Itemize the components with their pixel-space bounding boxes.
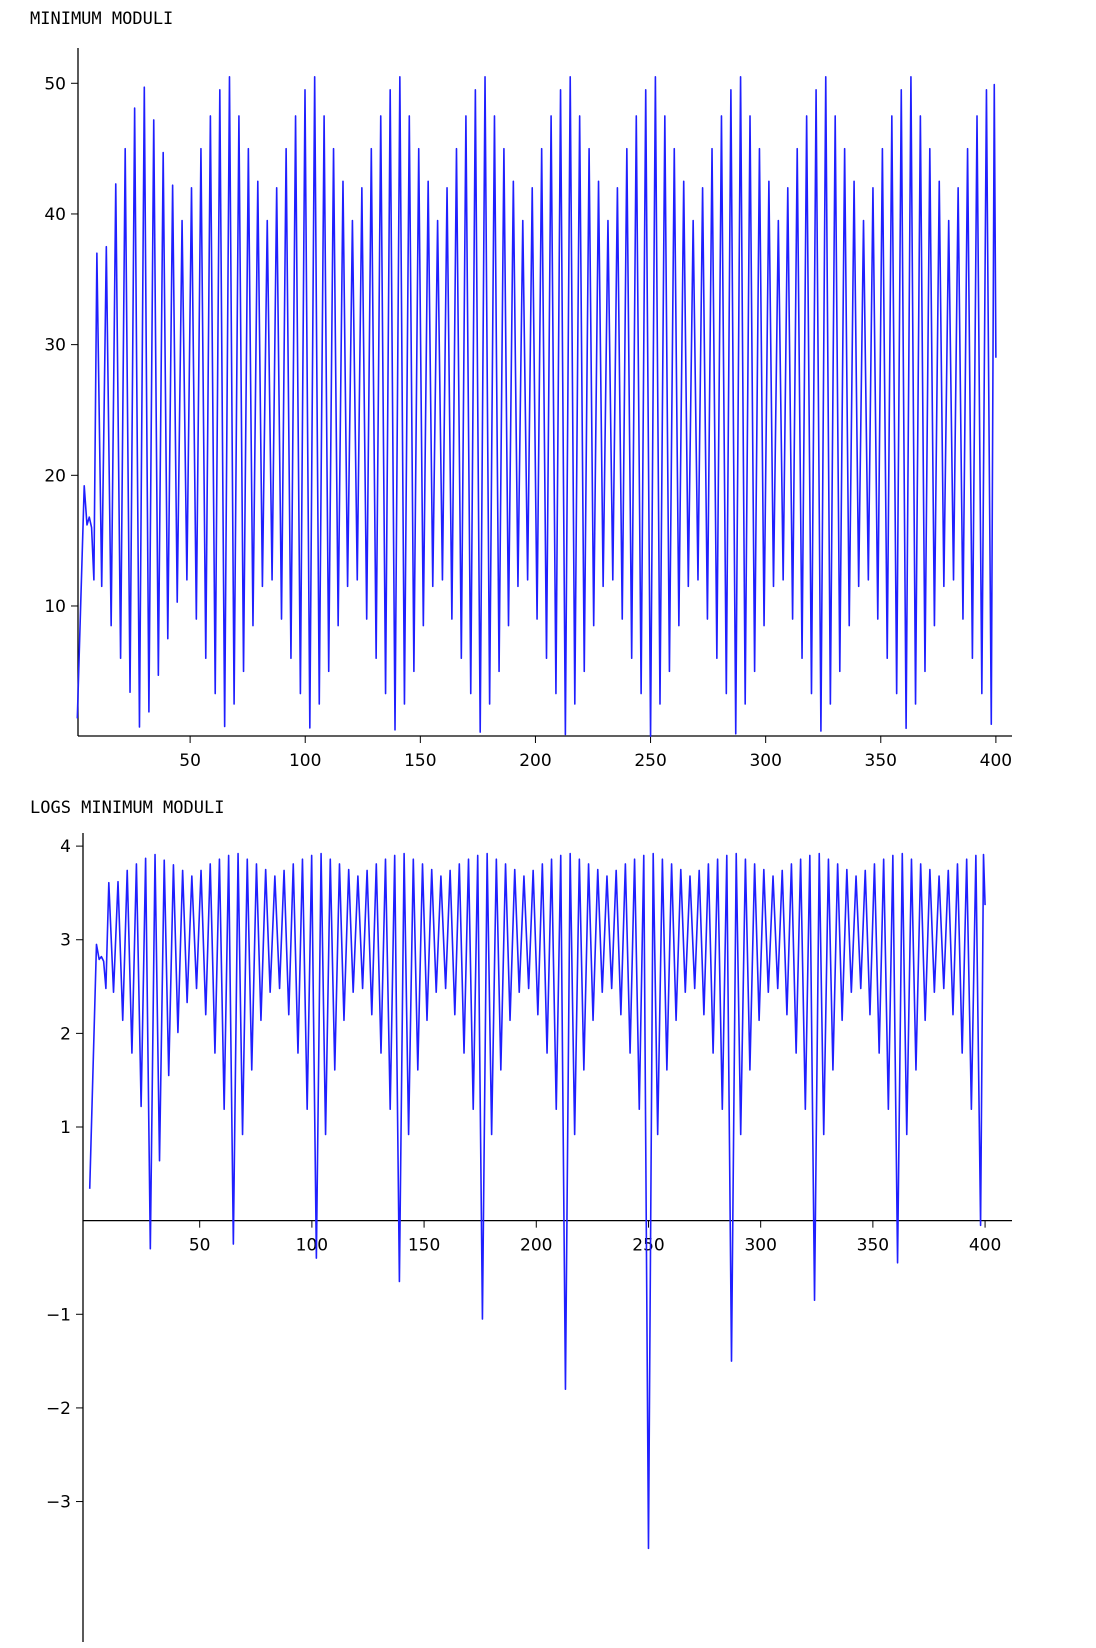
data-line: [76, 75, 997, 738]
x-tick-label: 50: [189, 1236, 211, 1256]
x-tick-label: 250: [632, 1236, 664, 1256]
chart-title: LOGS MINIMUM MODULI: [30, 798, 224, 818]
x-tick-label: 300: [744, 1236, 776, 1256]
y-tick-label: 4: [60, 837, 71, 857]
x-tick-label: 200: [520, 1236, 552, 1256]
data-line: [88, 852, 986, 1550]
x-tick-label: 150: [408, 1236, 440, 1256]
y-tick-label: 20: [44, 466, 66, 486]
x-tick-label: 400: [969, 1236, 1001, 1256]
x-tick-label: 100: [289, 751, 321, 771]
y-tick-label: 30: [44, 336, 66, 356]
x-tick-label: 350: [857, 1236, 889, 1256]
y-tick-label: 10: [44, 597, 66, 617]
x-tick-label: 200: [519, 751, 551, 771]
x-tick-label: 150: [404, 751, 436, 771]
x-tick-label: 350: [865, 751, 897, 771]
x-tick-label: 300: [749, 751, 781, 771]
x-tick-label: 50: [179, 751, 201, 771]
x-tick-label: 250: [634, 751, 666, 771]
y-tick-label: 2: [60, 1024, 71, 1044]
x-tick-label: 400: [980, 751, 1012, 771]
y-tick-label: 1: [60, 1118, 71, 1138]
chart-title: MINIMUM MODULI: [30, 9, 173, 29]
y-tick-label: −2: [46, 1399, 71, 1419]
y-tick-label: −3: [46, 1493, 71, 1513]
y-tick-label: −1: [46, 1305, 71, 1325]
y-tick-label: 50: [44, 74, 66, 94]
y-tick-label: 40: [44, 205, 66, 225]
y-tick-label: 3: [60, 931, 71, 951]
x-tick-label: 100: [296, 1236, 328, 1256]
